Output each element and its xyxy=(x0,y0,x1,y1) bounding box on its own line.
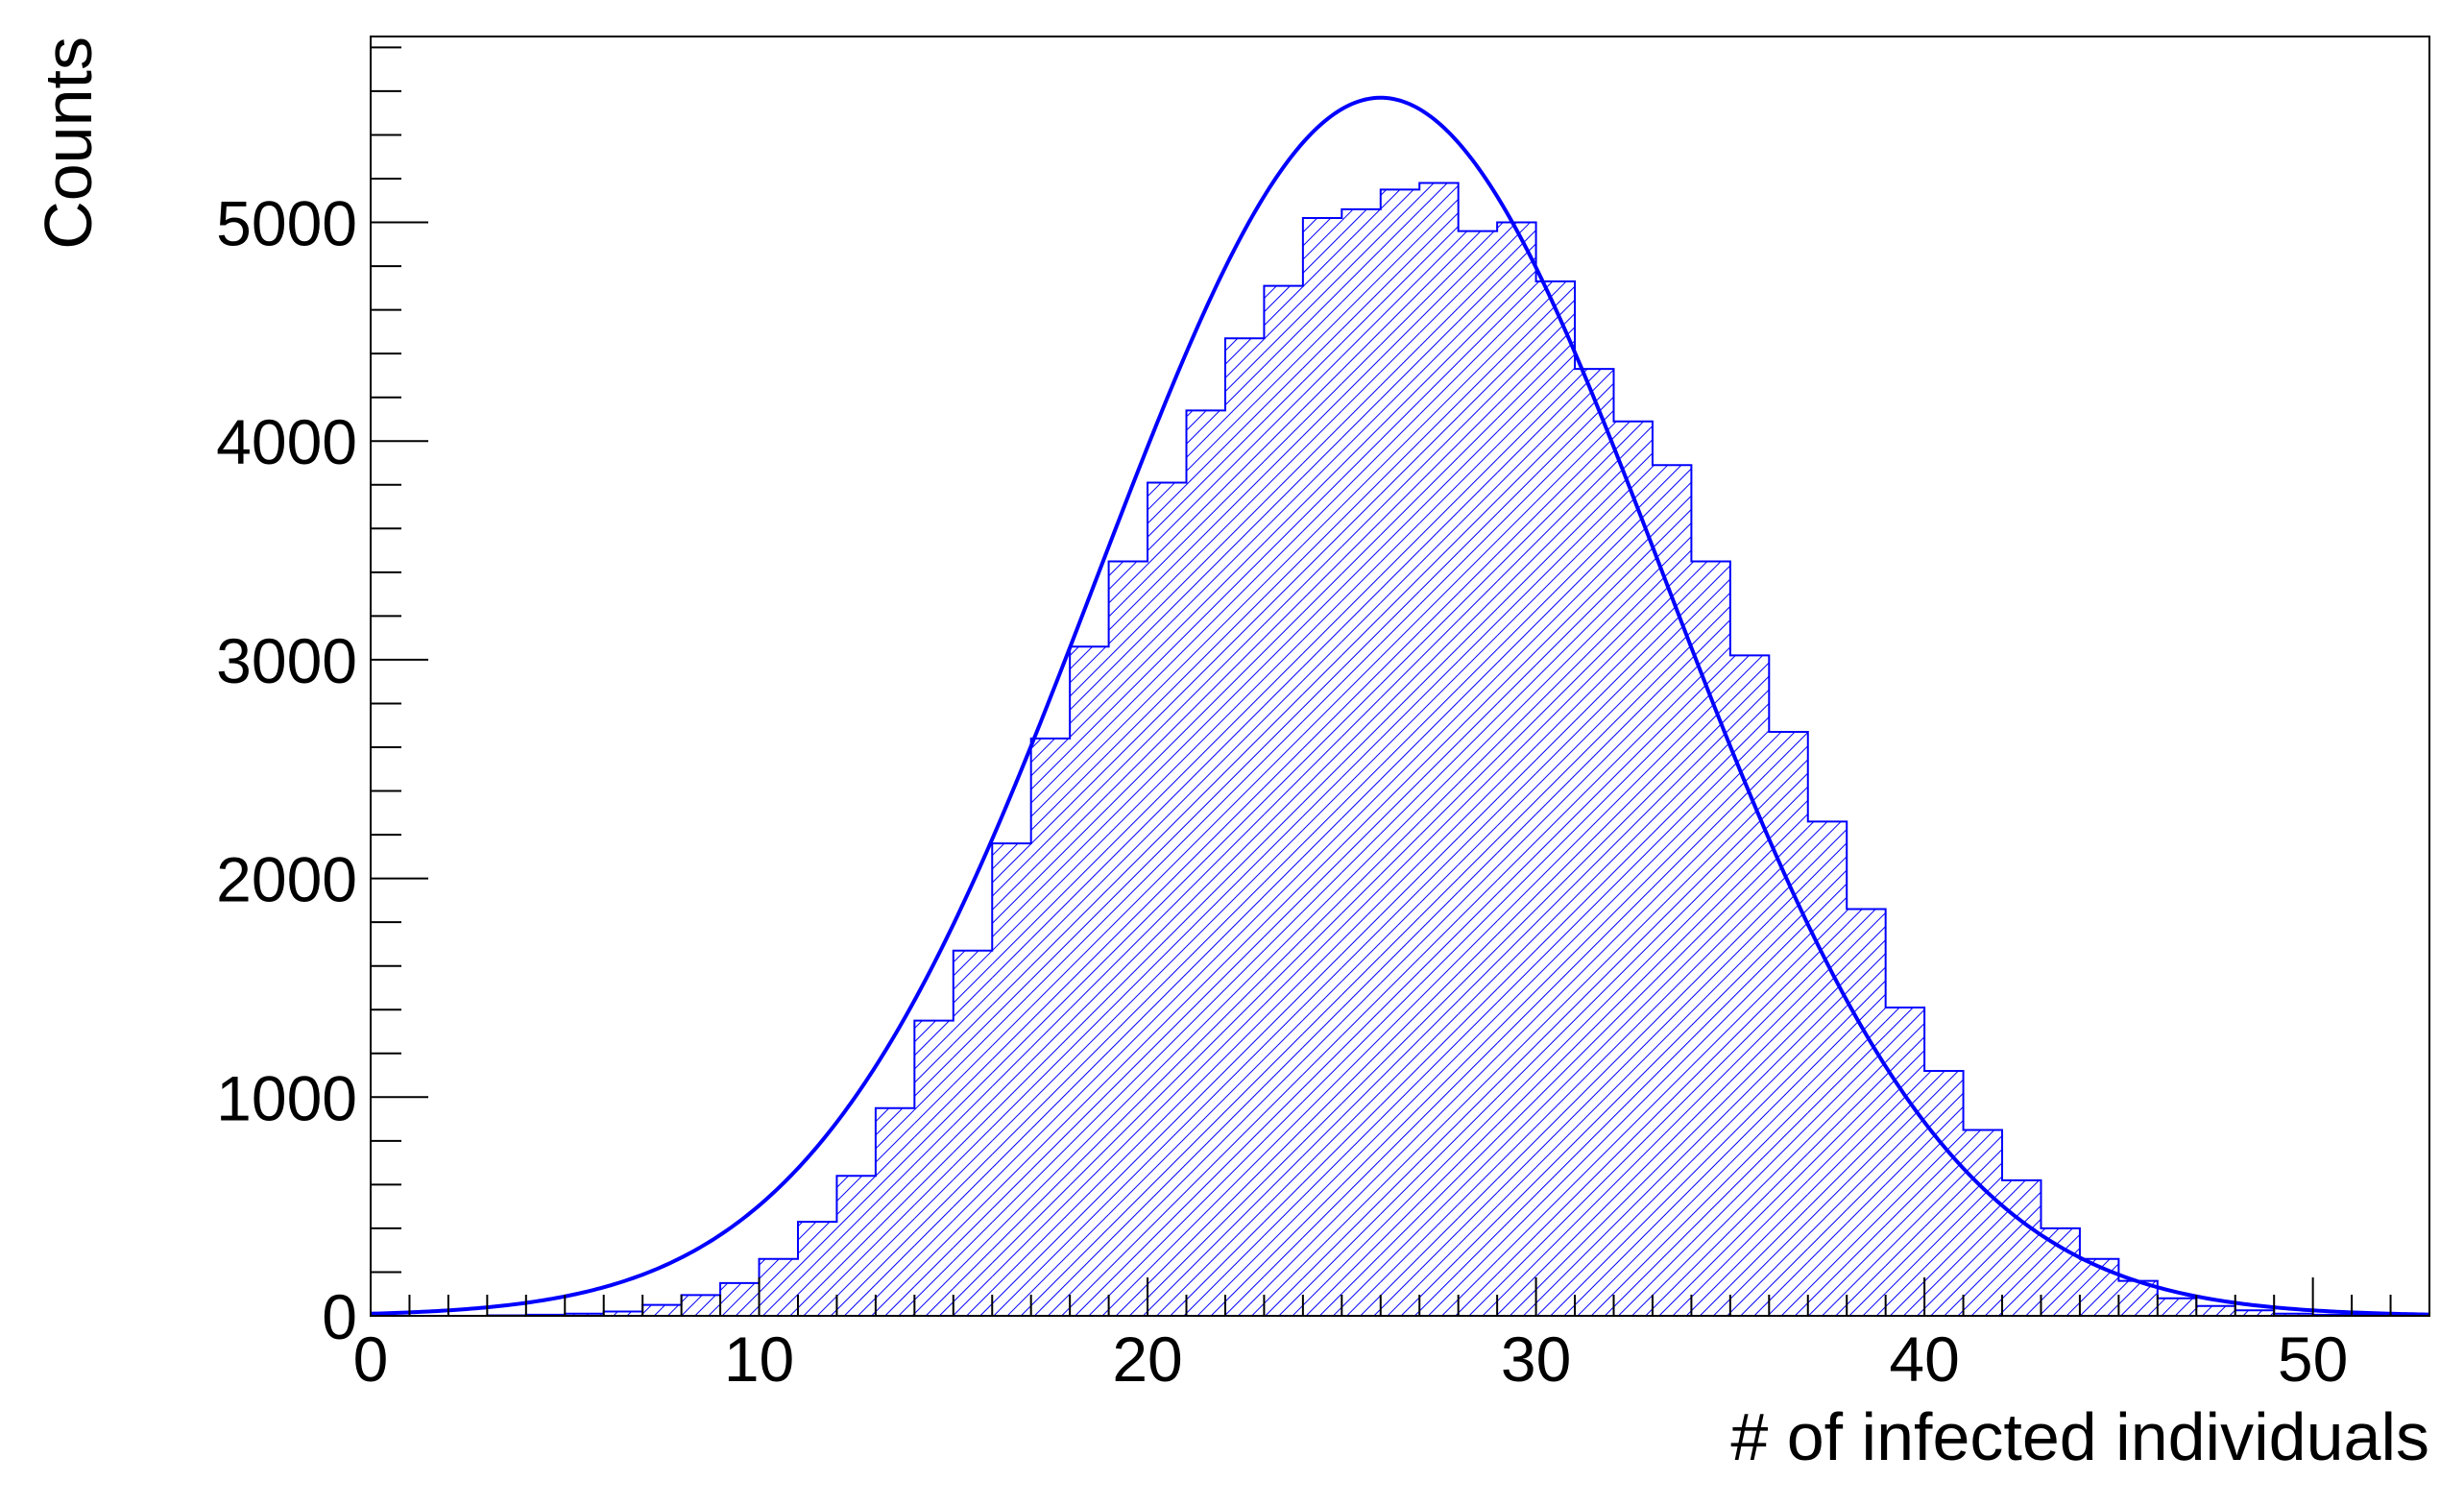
y-axis: 0 1000 2000 3000 4000 5000 xyxy=(216,47,428,1352)
histogram-bar xyxy=(1419,183,1458,1316)
histogram-bar xyxy=(720,1283,759,1316)
histogram-bar xyxy=(1691,561,1729,1316)
histogram-bar xyxy=(1730,655,1769,1316)
histogram-bar xyxy=(642,1305,681,1316)
histogram-bar xyxy=(1536,281,1575,1316)
histogram-bar xyxy=(2158,1299,2196,1316)
histogram-bar xyxy=(1031,739,1070,1316)
histogram-bar xyxy=(1459,231,1497,1316)
histogram-bar xyxy=(682,1295,720,1316)
y-tick-label: 1000 xyxy=(216,1062,357,1133)
histogram-bar xyxy=(1886,1008,1924,1316)
y-tick-label: 2000 xyxy=(216,844,357,915)
x-axis-title: # of infected individuals xyxy=(1730,1399,2429,1474)
histogram-bar xyxy=(1187,410,1225,1316)
x-tick-label: 20 xyxy=(1112,1324,1182,1395)
histogram-bar xyxy=(2196,1306,2235,1316)
y-tick-label: 3000 xyxy=(216,625,357,696)
histogram-bar xyxy=(1264,286,1302,1316)
histogram-bar xyxy=(1303,218,1341,1316)
histogram-bar xyxy=(954,951,992,1316)
x-tick-label: 0 xyxy=(353,1324,389,1395)
histogram-bar xyxy=(1341,209,1380,1316)
histogram-bar xyxy=(1847,909,1885,1316)
histogram-bar xyxy=(1147,482,1186,1316)
histogram-bars xyxy=(487,183,2429,1316)
histogram-bar xyxy=(1808,821,1847,1316)
y-tick-label: 4000 xyxy=(216,406,357,477)
x-tick-label: 30 xyxy=(1501,1324,1571,1395)
histogram-bar xyxy=(1964,1130,2002,1316)
histogram-bar xyxy=(798,1222,836,1316)
y-tick-label: 5000 xyxy=(216,188,357,259)
y-axis-title: Counts xyxy=(31,36,106,250)
histogram-bar xyxy=(914,1021,953,1316)
histogram-bar xyxy=(1225,338,1264,1316)
histogram-bar xyxy=(1769,732,1807,1316)
x-tick-label: 10 xyxy=(724,1324,794,1395)
x-tick-label: 50 xyxy=(2278,1324,2348,1395)
histogram-bar xyxy=(760,1259,798,1316)
x-tick-label: 40 xyxy=(1889,1324,1959,1395)
histogram-bar xyxy=(2002,1180,2041,1316)
histogram-bar xyxy=(1575,369,1613,1316)
histogram-bar xyxy=(1109,561,1147,1316)
histogram-bar xyxy=(1497,223,1535,1316)
histogram-bar xyxy=(1924,1071,1963,1316)
y-tick-label: 0 xyxy=(322,1281,357,1352)
histogram-bar xyxy=(836,1176,875,1316)
histogram-bar xyxy=(1381,189,1419,1316)
histogram-bar xyxy=(1070,646,1108,1316)
histogram-bar xyxy=(2041,1228,2079,1316)
histogram-bar xyxy=(876,1108,914,1316)
histogram-bar xyxy=(1613,422,1652,1316)
histogram-bar xyxy=(992,843,1030,1316)
